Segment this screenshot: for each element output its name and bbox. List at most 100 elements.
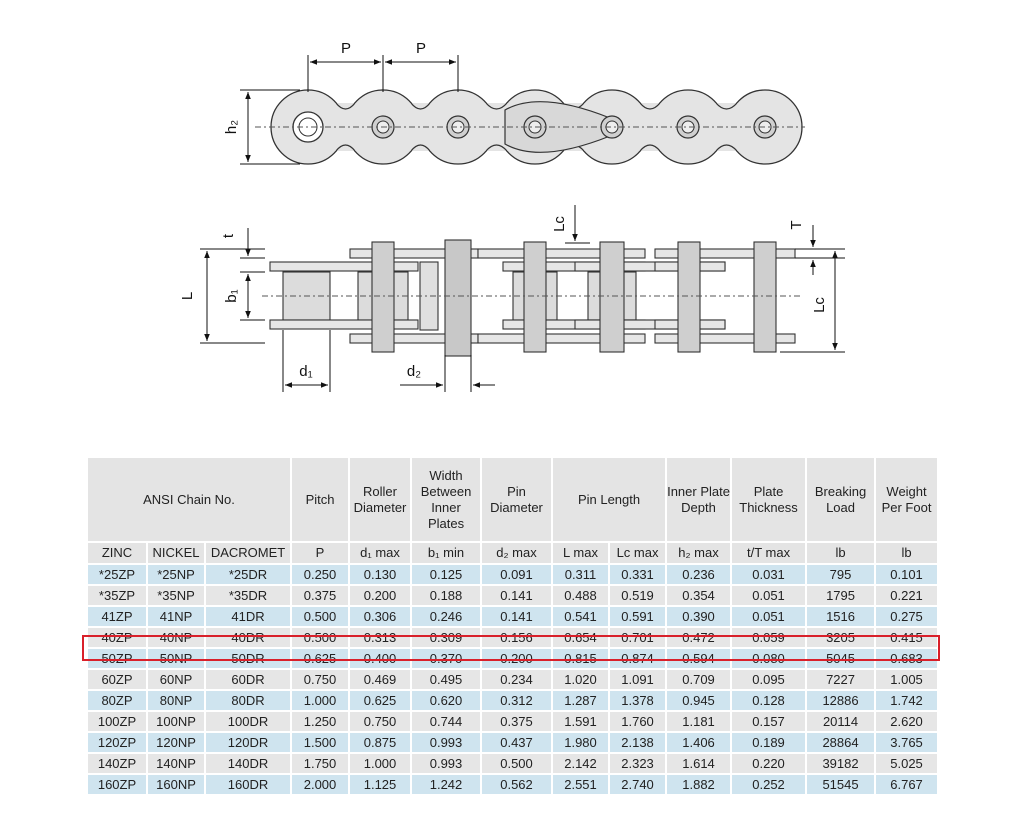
side-view: [262, 239, 800, 357]
table-cell: 160NP: [146, 773, 206, 796]
table-cell: 0.469: [348, 668, 413, 691]
table-cell: 120NP: [146, 731, 206, 754]
table-cell: 0.080: [730, 647, 808, 670]
spec-table: ANSI Chain No. Pitch Roller Diameter Width …: [85, 456, 940, 796]
table-cell: 50DR: [203, 647, 293, 670]
table-cell: 0.051: [730, 584, 808, 607]
table-cell: 1.000: [348, 752, 413, 775]
table-cell: 0.331: [608, 563, 668, 586]
table-cell: 0.311: [551, 563, 611, 586]
table-row: 100ZP 100NP 100DR 1.250 0.750 0.744 0.375 1.591…: [86, 710, 940, 733]
table-cell: 0.275: [874, 605, 940, 628]
table-cell: 0.250: [290, 563, 351, 586]
table-cell: 0.683: [874, 647, 940, 670]
sub-header: t/T max: [730, 541, 808, 565]
table-cell: 50NP: [146, 647, 206, 670]
table-cell: 5.025: [874, 752, 940, 775]
table-cell: 0.051: [730, 605, 808, 628]
column-header: Pin Length: [551, 456, 668, 543]
table-cell: 0.252: [730, 773, 808, 796]
table-cell: 0.591: [608, 605, 668, 628]
column-header: Roller Diameter: [348, 456, 413, 543]
column-header: Pitch: [290, 456, 351, 543]
table-cell: 1.591: [551, 710, 611, 733]
table-cell: 60DR: [203, 668, 293, 691]
inner-plate: [269, 319, 419, 330]
table-cell: 0.562: [480, 773, 554, 796]
table-cell: 0.157: [730, 710, 808, 733]
dim-label: P: [341, 40, 351, 57]
table-cell: 0.125: [410, 563, 483, 586]
table-cell: 0.500: [290, 626, 351, 649]
table-row: 160ZP 160NP 160DR 2.000 1.125 1.242 0.562 2.551…: [86, 773, 940, 796]
table-cell: 0.141: [480, 605, 554, 628]
top-view: [255, 89, 805, 165]
dim-label: T: [788, 220, 805, 229]
table-cell: 0.519: [608, 584, 668, 607]
table-row: 40ZP 40NP 40DR 0.500 0.313 0.309 0.156 0.654 0.7…: [86, 626, 940, 649]
table-cell: *25ZP: [86, 563, 148, 586]
table-cell: 0.437: [480, 731, 554, 754]
table-cell: 41DR: [203, 605, 293, 628]
table-cell: 0.059: [730, 626, 808, 649]
table-cell: 0.625: [290, 647, 351, 670]
dim-label: d₂: [407, 363, 421, 380]
table-cell: 0.993: [410, 752, 483, 775]
table-cell: 2.620: [874, 710, 940, 733]
dim-label: t: [220, 233, 237, 238]
table-cell: 0.594: [665, 647, 733, 670]
table-cell: 1.742: [874, 689, 940, 712]
table-cell: 1795: [805, 584, 877, 607]
table-row: *35ZP *35NP *35DR 0.375 0.200 0.188 0.141 0.488…: [86, 584, 940, 607]
link-waist: [715, 102, 738, 152]
table-cell: 0.189: [730, 731, 808, 754]
table-cell: 0.390: [665, 605, 733, 628]
link-waist: [485, 102, 508, 152]
table-cell: 1.250: [290, 710, 351, 733]
sub-header: lb: [805, 541, 877, 565]
table-cell: 1.287: [551, 689, 611, 712]
sub-header: Lc max: [608, 541, 668, 565]
sub-header: d₂ max: [480, 541, 554, 565]
table-cell: 50ZP: [86, 647, 148, 670]
table-cell: 0.500: [480, 752, 554, 775]
table-cell: 2.551: [551, 773, 611, 796]
table-cell: 1.020: [551, 668, 611, 691]
outer-plate: [654, 248, 796, 259]
table-cell: 0.031: [730, 563, 808, 586]
table-cell: 3.765: [874, 731, 940, 754]
table-cell: 0.654: [551, 626, 611, 649]
table-cell: 0.874: [608, 647, 668, 670]
table-cell: 0.495: [410, 668, 483, 691]
table-cell: 1.980: [551, 731, 611, 754]
table-cell: 0.541: [551, 605, 611, 628]
table-row: 50ZP 50NP 50DR 0.625 0.400 0.370 0.200 0.815 0.8…: [86, 647, 940, 670]
table-cell: 0.472: [665, 626, 733, 649]
table-cell: 0.500: [290, 605, 351, 628]
table-cell: 0.488: [551, 584, 611, 607]
table-cell: 40DR: [203, 626, 293, 649]
table-cell: 0.095: [730, 668, 808, 691]
pin: [371, 241, 395, 353]
table-cell: 39182: [805, 752, 877, 775]
table-cell: 1.614: [665, 752, 733, 775]
table-cell: 0.306: [348, 605, 413, 628]
table-cell: 0.200: [348, 584, 413, 607]
table-cell: 0.750: [348, 710, 413, 733]
table-row: ANSI Chain No. Pitch Roller Diameter Width …: [85, 456, 940, 543]
link-waist: [335, 102, 356, 152]
table-cell: 0.370: [410, 647, 483, 670]
dim-label: Lc: [551, 216, 568, 232]
table-cell: 1.125: [348, 773, 413, 796]
column-header: Breaking Load: [805, 456, 877, 543]
table-cell: 5045: [805, 647, 877, 670]
table-cell: 0.415: [874, 626, 940, 649]
table-cell: 1.760: [608, 710, 668, 733]
table-cell: 51545: [805, 773, 877, 796]
table-cell: 100NP: [146, 710, 206, 733]
table-cell: 0.709: [665, 668, 733, 691]
dim-label: b₁: [223, 289, 240, 302]
table-cell: 0.313: [348, 626, 413, 649]
table-cell: 160ZP: [86, 773, 148, 796]
